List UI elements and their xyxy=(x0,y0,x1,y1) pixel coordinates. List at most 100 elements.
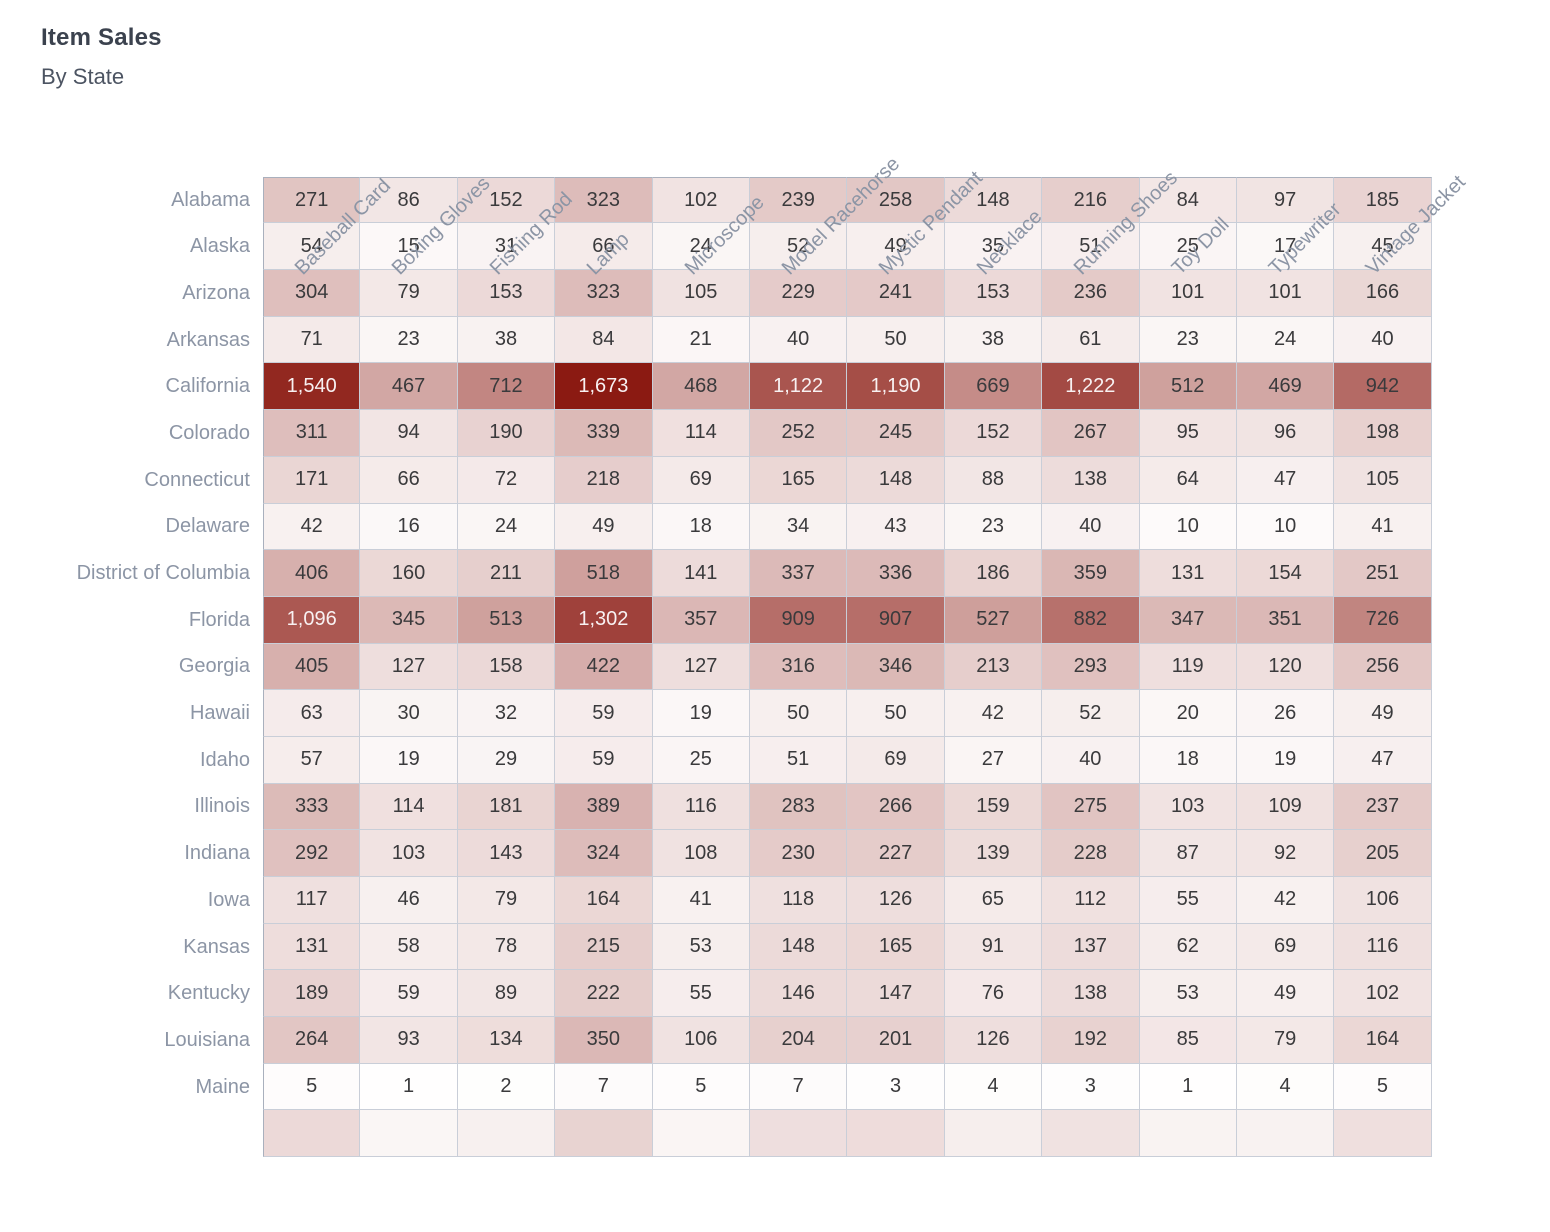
heatmap-cell[interactable]: 139 xyxy=(944,830,1043,877)
heatmap-cell[interactable]: 1,222 xyxy=(1042,363,1140,411)
heatmap-cell[interactable]: 120 xyxy=(1236,643,1335,691)
heatmap-cell[interactable]: 88 xyxy=(944,456,1043,504)
heatmap-cell[interactable]: 230 xyxy=(749,830,848,877)
heatmap-cell[interactable]: 518 xyxy=(555,550,653,597)
heatmap-cell[interactable]: 154 xyxy=(1236,550,1335,597)
heatmap-cell[interactable]: 5 xyxy=(1334,1063,1432,1111)
heatmap-cell[interactable]: 55 xyxy=(1139,877,1237,924)
heatmap-cell[interactable]: 264 xyxy=(263,1017,361,1064)
heatmap-cell[interactable]: 19 xyxy=(1236,736,1335,784)
heatmap-cell[interactable]: 117 xyxy=(263,877,361,924)
heatmap-cell[interactable]: 108 xyxy=(652,830,750,877)
heatmap-cell[interactable]: 41 xyxy=(652,877,750,924)
heatmap-cell[interactable]: 141 xyxy=(652,550,750,597)
heatmap-cell[interactable]: 51 xyxy=(1042,223,1140,271)
heatmap-cell[interactable]: 152 xyxy=(944,410,1043,457)
heatmap-cell[interactable]: 336 xyxy=(847,550,945,597)
heatmap-cell[interactable]: 192 xyxy=(1042,1017,1140,1064)
heatmap-cell[interactable]: 712 xyxy=(457,363,556,411)
heatmap-cell[interactable]: 1 xyxy=(360,1063,458,1111)
heatmap-cell[interactable]: 158 xyxy=(457,643,556,691)
heatmap-cell[interactable]: 271 xyxy=(263,176,361,224)
column-header-boxing-gloves[interactable]: Boxing Gloves xyxy=(360,130,495,288)
heatmap-cell[interactable]: 164 xyxy=(1334,1017,1432,1064)
heatmap-cell[interactable]: 92 xyxy=(1236,830,1335,877)
heatmap-cell[interactable]: 105 xyxy=(1334,456,1432,504)
heatmap-cell[interactable]: 198 xyxy=(1334,410,1432,457)
heatmap-cell[interactable]: 49 xyxy=(847,223,945,271)
heatmap-cell[interactable]: 4 xyxy=(1236,1063,1335,1111)
heatmap-cell[interactable]: 1,190 xyxy=(847,363,945,411)
heatmap-cell[interactable]: 239 xyxy=(749,176,848,224)
heatmap-cell[interactable]: 283 xyxy=(749,783,848,831)
heatmap-cell[interactable]: 46 xyxy=(360,877,458,924)
heatmap-cell[interactable]: 1,540 xyxy=(263,363,361,411)
heatmap-cell[interactable]: 468 xyxy=(652,363,750,411)
heatmap-cell[interactable]: 42 xyxy=(263,503,361,551)
heatmap-cell[interactable]: 3 xyxy=(1042,1063,1140,1111)
heatmap-cell[interactable]: 165 xyxy=(749,456,848,504)
heatmap-cell[interactable]: 105 xyxy=(652,270,750,317)
heatmap-cell[interactable]: 165 xyxy=(847,923,945,971)
heatmap-cell[interactable]: 32 xyxy=(457,690,556,737)
heatmap-cell[interactable]: 23 xyxy=(1139,316,1237,364)
heatmap-cell[interactable]: 30 xyxy=(360,690,458,737)
heatmap-cell[interactable]: 131 xyxy=(1139,550,1237,597)
heatmap-cell[interactable]: 907 xyxy=(847,596,945,644)
heatmap-cell[interactable]: 50 xyxy=(847,316,945,364)
heatmap-cell[interactable]: 669 xyxy=(944,363,1043,411)
heatmap-cell[interactable]: 351 xyxy=(1236,596,1335,644)
heatmap-cell[interactable]: 316 xyxy=(749,643,848,691)
heatmap-cell[interactable]: 40 xyxy=(1334,316,1432,364)
heatmap-cell[interactable]: 146 xyxy=(749,970,848,1018)
heatmap-cell[interactable]: 62 xyxy=(1139,923,1237,971)
heatmap-cell[interactable]: 24 xyxy=(457,503,556,551)
heatmap-cell-clipped[interactable] xyxy=(360,1110,458,1158)
heatmap-cell[interactable]: 89 xyxy=(457,970,556,1018)
heatmap-cell[interactable]: 79 xyxy=(457,877,556,924)
heatmap-cell[interactable]: 241 xyxy=(847,270,945,317)
heatmap-cell[interactable]: 79 xyxy=(1236,1017,1335,1064)
heatmap-cell[interactable]: 58 xyxy=(360,923,458,971)
heatmap-cell[interactable]: 41 xyxy=(1334,503,1432,551)
heatmap-cell-clipped[interactable] xyxy=(263,1110,361,1158)
heatmap-cell[interactable]: 267 xyxy=(1042,410,1140,457)
heatmap-cell[interactable]: 275 xyxy=(1042,783,1140,831)
heatmap-cell[interactable]: 4 xyxy=(944,1063,1043,1111)
heatmap-cell[interactable]: 1 xyxy=(1139,1063,1237,1111)
heatmap-cell[interactable]: 66 xyxy=(555,223,653,271)
heatmap-cell[interactable]: 190 xyxy=(457,410,556,457)
heatmap-cell[interactable]: 93 xyxy=(360,1017,458,1064)
heatmap-cell[interactable]: 323 xyxy=(555,176,653,224)
heatmap-cell[interactable]: 236 xyxy=(1042,270,1140,317)
heatmap-cell[interactable]: 25 xyxy=(1139,223,1237,271)
heatmap-cell[interactable]: 181 xyxy=(457,783,556,831)
heatmap-cell[interactable]: 7 xyxy=(555,1063,653,1111)
heatmap-cell[interactable]: 304 xyxy=(263,270,361,317)
heatmap-cell[interactable]: 87 xyxy=(1139,830,1237,877)
heatmap-cell[interactable]: 15 xyxy=(360,223,458,271)
heatmap-cell[interactable]: 148 xyxy=(749,923,848,971)
column-header-typewriter[interactable]: Typewriter xyxy=(1237,130,1346,288)
heatmap-cell[interactable]: 127 xyxy=(360,643,458,691)
column-header-necklace[interactable]: Necklace xyxy=(945,130,1046,288)
heatmap-cell-clipped[interactable] xyxy=(1042,1110,1140,1158)
heatmap-cell-clipped[interactable] xyxy=(1334,1110,1432,1158)
heatmap-cell[interactable]: 131 xyxy=(263,923,361,971)
heatmap-cell[interactable]: 513 xyxy=(457,596,556,644)
heatmap-cell[interactable]: 65 xyxy=(944,877,1043,924)
heatmap-cell[interactable]: 345 xyxy=(360,596,458,644)
heatmap-cell[interactable]: 114 xyxy=(360,783,458,831)
heatmap-cell[interactable]: 512 xyxy=(1139,363,1237,411)
heatmap-cell[interactable]: 40 xyxy=(1042,736,1140,784)
heatmap-cell[interactable]: 19 xyxy=(360,736,458,784)
heatmap-cell[interactable]: 53 xyxy=(652,923,750,971)
heatmap-cell[interactable]: 71 xyxy=(263,316,361,364)
heatmap-cell[interactable]: 213 xyxy=(944,643,1043,691)
heatmap-cell[interactable]: 467 xyxy=(360,363,458,411)
heatmap-cell[interactable]: 337 xyxy=(749,550,848,597)
heatmap-cell[interactable]: 346 xyxy=(847,643,945,691)
heatmap-cell[interactable]: 84 xyxy=(555,316,653,364)
heatmap-cell[interactable]: 148 xyxy=(944,176,1043,224)
heatmap-cell[interactable]: 1,122 xyxy=(749,363,848,411)
